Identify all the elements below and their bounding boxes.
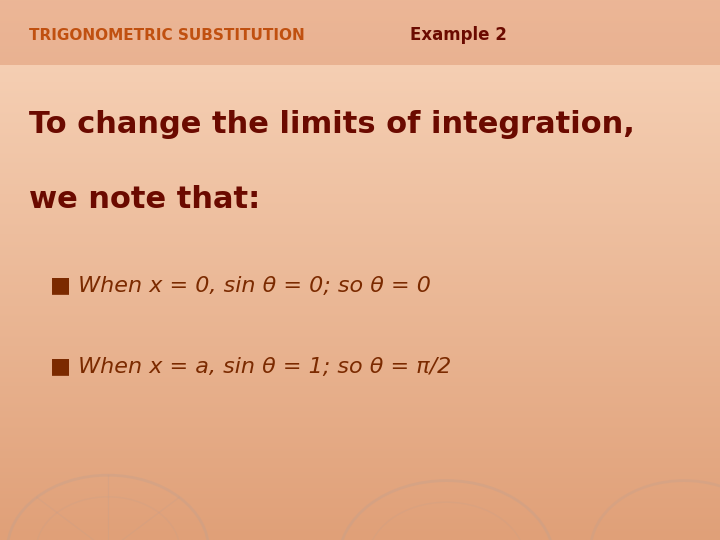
Text: we note that:: we note that: (29, 185, 260, 214)
Text: To change the limits of integration,: To change the limits of integration, (29, 110, 634, 139)
Text: ■ When x = 0, sin θ = 0; so θ = 0: ■ When x = 0, sin θ = 0; so θ = 0 (50, 276, 431, 296)
Text: ■ When x = a, sin θ = 1; so θ = π/2: ■ When x = a, sin θ = 1; so θ = π/2 (50, 357, 451, 377)
Bar (0, 0, 720, 65)
Text: TRIGONOMETRIC SUBSTITUTION: TRIGONOMETRIC SUBSTITUTION (29, 28, 305, 43)
Text: Example 2: Example 2 (410, 26, 508, 44)
